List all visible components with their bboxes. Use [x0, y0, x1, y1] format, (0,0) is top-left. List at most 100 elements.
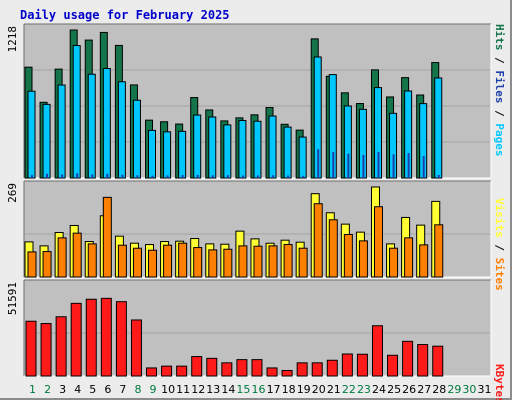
kbytes-bar-day-5 [85, 298, 97, 377]
sites-bar-day-19 [298, 247, 308, 278]
sites-bar-day-1 [27, 251, 37, 278]
day-label-2: 2 [44, 383, 51, 396]
files-bar-day-16 [253, 120, 262, 179]
pages-bar-day-12 [196, 174, 199, 178]
sites-bar-day-24 [373, 206, 383, 278]
sites-bar-day-4 [72, 232, 82, 278]
files-bar-day-14 [223, 124, 232, 179]
pages-bar-day-20 [317, 149, 320, 178]
files-bar-day-1 [27, 90, 36, 179]
files-bar-day-11 [178, 130, 187, 179]
ymax-label-hits_files_pages: 1218 [6, 26, 19, 53]
day-label-15: 15 [236, 383, 250, 396]
pages-bar-day-13 [211, 175, 214, 178]
day-label-27: 27 [417, 383, 431, 396]
sites-bar-day-16 [253, 245, 263, 278]
kbytes-bar-day-2 [40, 323, 52, 377]
pages-bar-day-16 [256, 175, 259, 178]
files-bar-day-28 [434, 77, 443, 179]
sites-bar-day-11 [178, 242, 188, 278]
files-bar-day-13 [208, 116, 217, 179]
day-label-8: 8 [134, 383, 141, 396]
pages-bar-day-4 [76, 173, 79, 178]
sites-bar-day-6 [102, 196, 112, 278]
kbytes-bar-day-1 [25, 320, 37, 377]
sites-bar-day-14 [223, 248, 233, 278]
pages-bar-day-18 [287, 175, 290, 178]
sites-bar-day-8 [132, 247, 142, 278]
kbytes-bar-day-26 [402, 340, 414, 377]
kbytes-bar-day-14 [221, 362, 233, 377]
kbytes-bar-day-19 [296, 362, 308, 377]
day-label-12: 12 [191, 383, 205, 396]
sites-bar-day-2 [42, 251, 52, 278]
kbytes-bar-day-4 [70, 302, 82, 377]
pages-bar-day-14 [226, 175, 229, 178]
kbytes-bar-day-18 [281, 369, 293, 377]
pages-bar-day-15 [241, 175, 244, 178]
day-label-4: 4 [74, 383, 81, 396]
legend-visits_sites: Visits / Sites [493, 198, 506, 291]
sites-bar-day-18 [283, 244, 293, 278]
legend-hits_files_pages: Hits / Files / Pages [493, 24, 506, 157]
sites-bar-day-20 [313, 203, 323, 278]
kbytes-bar-day-9 [146, 367, 158, 377]
legend-separator: / [493, 104, 506, 124]
pages-bar-day-27 [422, 156, 425, 178]
day-label-25: 25 [387, 383, 401, 396]
sites-bar-day-26 [404, 237, 414, 278]
sites-bar-day-13 [208, 249, 218, 278]
kbytes-bar-day-7 [115, 301, 127, 377]
day-label-17: 17 [267, 383, 281, 396]
sites-bar-day-9 [148, 249, 158, 278]
pages-bar-day-6 [106, 173, 109, 178]
pages-bar-day-5 [91, 174, 94, 178]
pages-bar-day-23 [362, 154, 365, 178]
ymax-label-kbytes: 51591 [6, 282, 19, 315]
kbytes-bar-day-8 [130, 319, 142, 377]
legend-entry-visits: Visits [493, 198, 506, 238]
kbytes-bar-day-21 [326, 359, 338, 377]
pages-bar-day-1 [31, 175, 33, 178]
kbytes-bar-day-25 [387, 354, 399, 377]
sites-bar-day-3 [57, 237, 67, 278]
files-bar-day-5 [87, 73, 96, 179]
day-label-20: 20 [312, 383, 326, 396]
kbytes-bar-day-13 [206, 357, 218, 377]
day-label-24: 24 [372, 383, 386, 396]
files-bar-day-4 [72, 45, 81, 179]
kbytes-bar-day-27 [417, 344, 429, 377]
day-label-10: 10 [161, 383, 175, 396]
files-bar-day-6 [102, 68, 111, 179]
sites-bar-day-22 [343, 234, 353, 278]
sites-bar-day-7 [117, 244, 127, 278]
day-label-9: 9 [150, 383, 157, 396]
sites-bar-day-23 [358, 240, 368, 278]
kbytes-bar-day-28 [432, 345, 444, 377]
day-label-14: 14 [221, 383, 235, 396]
legend-entry-files: Files [493, 70, 506, 103]
legend-separator: / [493, 51, 506, 71]
chart-title: Daily usage for February 2025 [20, 8, 230, 22]
files-bar-day-10 [163, 131, 172, 179]
day-label-13: 13 [206, 383, 220, 396]
files-bar-day-17 [268, 115, 277, 179]
day-label-22: 22 [342, 383, 356, 396]
day-label-11: 11 [176, 383, 190, 396]
kbytes-bar-day-23 [356, 353, 368, 377]
pages-bar-day-11 [181, 175, 184, 178]
sites-bar-day-12 [193, 247, 203, 278]
pages-bar-day-26 [407, 153, 410, 178]
files-bar-day-8 [132, 99, 141, 179]
pages-bar-day-19 [302, 175, 305, 178]
day-label-23: 23 [357, 383, 371, 396]
day-label-30: 30 [462, 383, 476, 396]
kbytes-bar-day-22 [341, 353, 353, 377]
day-label-3: 3 [59, 383, 66, 396]
day-label-18: 18 [282, 383, 296, 396]
pages-bar-day-25 [392, 154, 395, 178]
kbytes-bar-day-17 [266, 367, 278, 377]
sites-bar-day-21 [328, 219, 338, 278]
legend-entry-kbytes: KBytes [493, 364, 506, 400]
